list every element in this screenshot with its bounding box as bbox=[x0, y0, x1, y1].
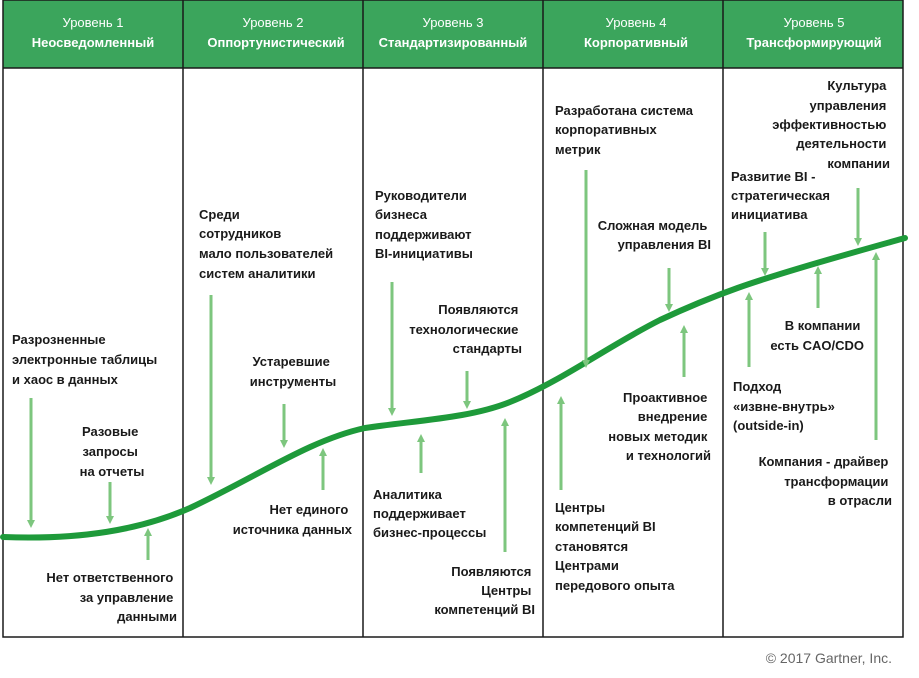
label-spreadsheets: Разрозненные электронные таблицы и хаос … bbox=[12, 332, 161, 387]
level-2-title: Уровень 2 bbox=[243, 15, 304, 30]
copyright-text: © 2017 Gartner, Inc. bbox=[766, 650, 892, 666]
label-performance-culture: Культура управления эффективностью деяте… bbox=[772, 78, 890, 171]
label-corporate-metrics: Разработана система корпоративных метрик bbox=[555, 103, 697, 157]
label-old-tools: Устаревшие инструменты bbox=[250, 354, 336, 389]
level-1-name: Неосведомленный bbox=[32, 35, 154, 50]
level-5-title: Уровень 5 bbox=[784, 15, 845, 30]
level-2-name: Оппортунистический bbox=[207, 35, 344, 50]
maturity-curve bbox=[0, 235, 908, 541]
label-adhoc-queries: Разовые запросы на отчеты bbox=[80, 424, 145, 479]
label-no-single-source: Нет единого источника данных bbox=[233, 502, 353, 537]
label-outside-in: Подход «извне-внутрь» (outside-in) bbox=[733, 379, 838, 433]
label-leaders-support: Руководители бизнеса поддерживают BI-ини… bbox=[375, 188, 475, 261]
level-4-title: Уровень 4 bbox=[606, 15, 667, 30]
label-proactive-adoption: Проактивное внедрение новых методик и те… bbox=[608, 390, 711, 463]
level-1-title: Уровень 1 bbox=[63, 15, 124, 30]
diagram-frame bbox=[2, 0, 904, 638]
level-5-name: Трансформирующий bbox=[746, 35, 881, 50]
label-centers-of-excellence: Центры компетенций BI становятся Центрам… bbox=[555, 500, 675, 593]
label-tech-standards: Появляются технологические стандарты bbox=[409, 302, 522, 356]
level-4-name: Корпоративный bbox=[584, 35, 688, 50]
label-no-data-owner: Нет ответственного за управление данными bbox=[46, 570, 177, 624]
column-grid bbox=[2, 0, 904, 638]
label-analytics-processes: Аналитика поддерживает бизнес-процессы bbox=[373, 487, 486, 540]
level-3-name: Стандартизированный bbox=[379, 35, 528, 50]
label-bi-governance-model: Сложная модель управления BI bbox=[598, 218, 711, 252]
level-3-title: Уровень 3 bbox=[423, 15, 484, 30]
label-bi-strategic-initiative: Развитие BI - стратегическая инициатива bbox=[731, 169, 834, 222]
header-bar bbox=[3, 0, 903, 68]
label-industry-driver: Компания - драйвер трансформации в отрас… bbox=[759, 454, 892, 508]
label-cao-cdo: В компании есть CAO/CDO bbox=[770, 318, 864, 353]
label-few-users: Среди сотрудников мало пользователей сис… bbox=[199, 207, 337, 281]
label-bi-centers-appear: Появляются Центры компетенций BI bbox=[434, 564, 535, 617]
